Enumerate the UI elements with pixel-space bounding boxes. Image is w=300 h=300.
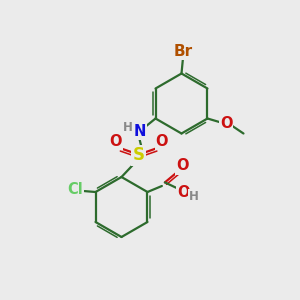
Text: H: H [122,121,132,134]
Text: O: O [109,134,122,149]
Text: O: O [156,134,168,149]
Text: Cl: Cl [68,182,83,197]
Text: O: O [177,185,190,200]
Text: N: N [134,124,146,139]
Text: S: S [133,146,145,164]
Text: Br: Br [173,44,193,59]
Text: O: O [177,158,189,173]
Text: O: O [220,116,232,131]
Text: H: H [189,190,199,203]
